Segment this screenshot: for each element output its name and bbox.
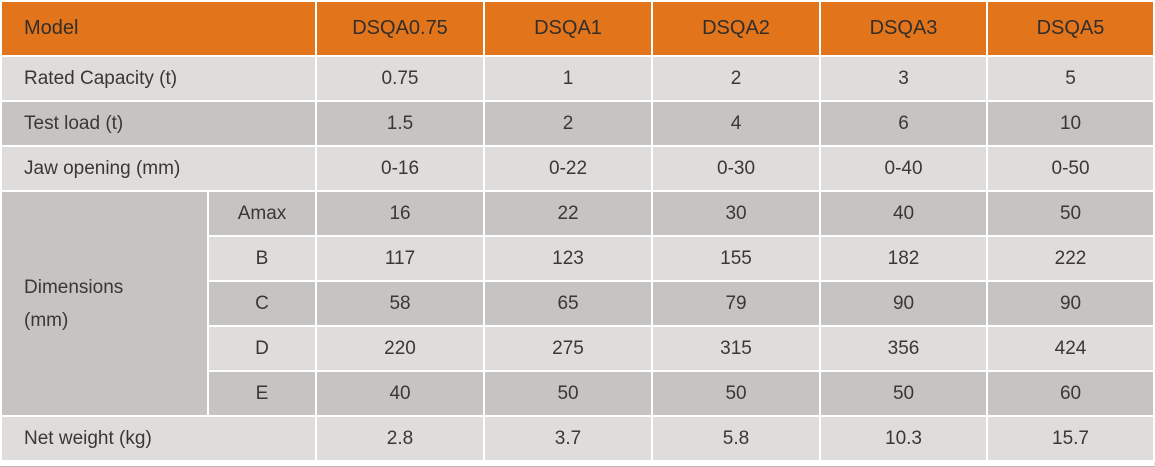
rated-capacity-label: Rated Capacity (t): [2, 57, 316, 100]
dimension-amax-value: 30: [653, 192, 820, 235]
rated-capacity-value: 1: [485, 57, 652, 100]
dimension-sub-label-c: C: [209, 282, 316, 325]
rated-capacity-value: 0.75: [317, 57, 484, 100]
jaw-opening-row: Jaw opening (mm) 0-16 0-22 0-30 0-40 0-5…: [2, 147, 1154, 190]
dimension-e-value: 50: [485, 372, 652, 415]
net-weight-row: Net weight (kg) 2.8 3.7 5.8 10.3 15.7: [2, 417, 1154, 460]
dimension-d-value: 315: [653, 327, 820, 370]
header-row: Model DSQA0.75 DSQA1 DSQA2 DSQA3 DSQA5: [2, 2, 1154, 55]
dimension-sub-label-d: D: [209, 327, 316, 370]
dimension-b-value: 182: [821, 237, 987, 280]
rated-capacity-row: Rated Capacity (t) 0.75 1 2 3 5: [2, 57, 1154, 100]
dimensions-c-row: C 58 65 79 90 90: [2, 282, 1154, 325]
dimension-c-value: 79: [653, 282, 820, 325]
dimension-amax-value: 16: [317, 192, 484, 235]
dimension-e-value: 50: [653, 372, 820, 415]
dimension-b-value: 155: [653, 237, 820, 280]
jaw-opening-value: 0-22: [485, 147, 652, 190]
test-load-row: Test load (t) 1.5 2 4 6 10: [2, 102, 1154, 145]
rated-capacity-value: 5: [988, 57, 1154, 100]
rated-capacity-value: 2: [653, 57, 820, 100]
header-cell-dsqa0-75: DSQA0.75: [317, 2, 484, 55]
jaw-opening-value: 0-16: [317, 147, 484, 190]
net-weight-label: Net weight (kg): [2, 417, 316, 460]
dimension-e-value: 50: [821, 372, 987, 415]
test-load-value: 4: [653, 102, 820, 145]
rated-capacity-value: 3: [821, 57, 987, 100]
net-weight-value: 10.3: [821, 417, 987, 460]
dimension-d-value: 220: [317, 327, 484, 370]
dimension-b-value: 222: [988, 237, 1154, 280]
jaw-opening-value: 0-50: [988, 147, 1154, 190]
net-weight-value: 2.8: [317, 417, 484, 460]
net-weight-value: 5.8: [653, 417, 820, 460]
dimensions-d-row: D 220 275 315 356 424: [2, 327, 1154, 370]
dimension-sub-label-amax: Amax: [209, 192, 316, 235]
dimensions-label-line2: (mm): [24, 309, 69, 331]
dimension-amax-value: 22: [485, 192, 652, 235]
dimension-d-value: 424: [988, 327, 1154, 370]
header-cell-dsqa3: DSQA3: [821, 2, 987, 55]
dimensions-label-cell: Dimensions (mm): [2, 192, 207, 415]
test-load-value: 10: [988, 102, 1154, 145]
dimension-amax-value: 40: [821, 192, 987, 235]
dimension-c-value: 65: [485, 282, 652, 325]
dimension-sub-label-b: B: [209, 237, 316, 280]
header-cell-dsqa1: DSQA1: [485, 2, 652, 55]
dimension-d-value: 275: [485, 327, 652, 370]
jaw-opening-label: Jaw opening (mm): [2, 147, 316, 190]
test-load-value: 1.5: [317, 102, 484, 145]
dimension-c-value: 90: [821, 282, 987, 325]
net-weight-value: 3.7: [485, 417, 652, 460]
test-load-value: 2: [485, 102, 652, 145]
dimension-e-value: 40: [317, 372, 484, 415]
net-weight-value: 15.7: [988, 417, 1154, 460]
dimensions-e-row: E 40 50 50 50 60: [2, 372, 1154, 415]
jaw-opening-value: 0-30: [653, 147, 820, 190]
dimension-d-value: 356: [821, 327, 987, 370]
dimension-c-value: 58: [317, 282, 484, 325]
test-load-label: Test load (t): [2, 102, 316, 145]
header-cell-model: Model: [2, 2, 316, 55]
jaw-opening-value: 0-40: [821, 147, 987, 190]
test-load-value: 6: [821, 102, 987, 145]
dimensions-label-line1: Dimensions: [24, 276, 124, 298]
dimension-b-value: 123: [485, 237, 652, 280]
dimension-b-value: 117: [317, 237, 484, 280]
dimension-e-value: 60: [988, 372, 1154, 415]
header-cell-dsqa5: DSQA5: [988, 2, 1154, 55]
dimension-sub-label-e: E: [209, 372, 316, 415]
dimension-c-value: 90: [988, 282, 1154, 325]
dimensions-amax-row: Dimensions (mm) Amax 16 22 30 40 50: [2, 192, 1154, 415]
header-cell-dsqa2: DSQA2: [653, 2, 820, 55]
dimensions-b-row: B 117 123 155 182 222: [2, 237, 1154, 280]
dimension-amax-value: 50: [988, 192, 1154, 235]
